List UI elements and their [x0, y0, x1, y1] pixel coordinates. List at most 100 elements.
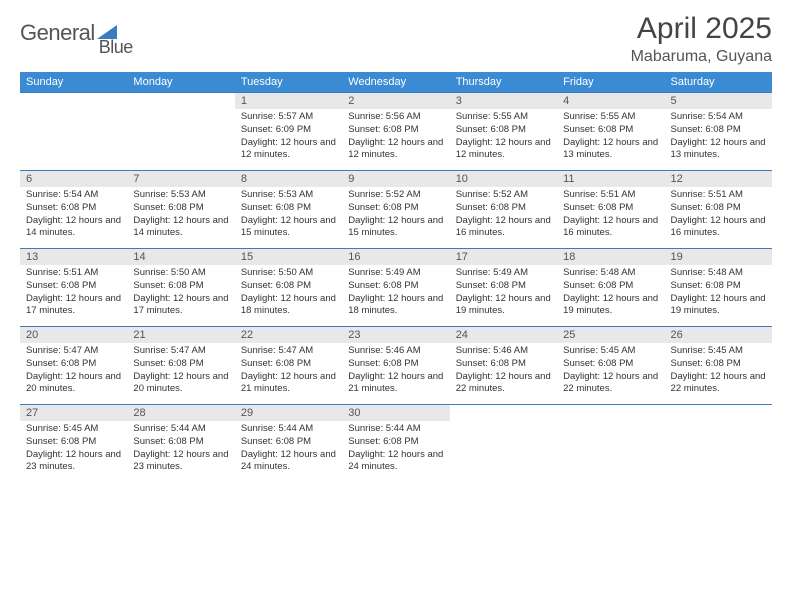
location-text: Mabaruma, Guyana	[631, 48, 772, 66]
calendar-cell: ..	[20, 93, 127, 171]
calendar-cell: 6Sunrise: 5:54 AMSunset: 6:08 PMDaylight…	[20, 171, 127, 249]
calendar-cell: ..	[665, 405, 772, 483]
day-number: 17	[450, 249, 557, 265]
day-number: 4	[557, 93, 664, 109]
day-number: 27	[20, 405, 127, 421]
calendar-cell: 10Sunrise: 5:52 AMSunset: 6:08 PMDayligh…	[450, 171, 557, 249]
title-block: April 2025 Mabaruma, Guyana	[631, 12, 772, 66]
calendar-cell: 9Sunrise: 5:52 AMSunset: 6:08 PMDaylight…	[342, 171, 449, 249]
calendar-cell: 28Sunrise: 5:44 AMSunset: 6:08 PMDayligh…	[127, 405, 234, 483]
calendar-cell: 24Sunrise: 5:46 AMSunset: 6:08 PMDayligh…	[450, 327, 557, 405]
day-number: 6	[20, 171, 127, 187]
day-data: Sunrise: 5:55 AMSunset: 6:08 PMDaylight:…	[450, 109, 557, 166]
day-number: 25	[557, 327, 664, 343]
day-data: Sunrise: 5:47 AMSunset: 6:08 PMDaylight:…	[20, 343, 127, 400]
day-data: Sunrise: 5:51 AMSunset: 6:08 PMDaylight:…	[665, 187, 772, 244]
calendar-cell: 29Sunrise: 5:44 AMSunset: 6:08 PMDayligh…	[235, 405, 342, 483]
day-data: Sunrise: 5:47 AMSunset: 6:08 PMDaylight:…	[127, 343, 234, 400]
calendar-cell: 13Sunrise: 5:51 AMSunset: 6:08 PMDayligh…	[20, 249, 127, 327]
day-number: 20	[20, 327, 127, 343]
day-number: 11	[557, 171, 664, 187]
day-number: 28	[127, 405, 234, 421]
day-data: Sunrise: 5:47 AMSunset: 6:08 PMDaylight:…	[235, 343, 342, 400]
calendar-cell: 20Sunrise: 5:47 AMSunset: 6:08 PMDayligh…	[20, 327, 127, 405]
calendar-cell: 30Sunrise: 5:44 AMSunset: 6:08 PMDayligh…	[342, 405, 449, 483]
day-data: Sunrise: 5:57 AMSunset: 6:09 PMDaylight:…	[235, 109, 342, 166]
calendar-row: 27Sunrise: 5:45 AMSunset: 6:08 PMDayligh…	[20, 405, 772, 483]
calendar-cell: 8Sunrise: 5:53 AMSunset: 6:08 PMDaylight…	[235, 171, 342, 249]
day-data: Sunrise: 5:52 AMSunset: 6:08 PMDaylight:…	[450, 187, 557, 244]
day-data: Sunrise: 5:45 AMSunset: 6:08 PMDaylight:…	[20, 421, 127, 478]
day-header: Wednesday	[342, 72, 449, 93]
day-data: Sunrise: 5:50 AMSunset: 6:08 PMDaylight:…	[235, 265, 342, 322]
day-number: 9	[342, 171, 449, 187]
calendar-cell: 17Sunrise: 5:49 AMSunset: 6:08 PMDayligh…	[450, 249, 557, 327]
calendar-cell: 12Sunrise: 5:51 AMSunset: 6:08 PMDayligh…	[665, 171, 772, 249]
calendar-cell: 27Sunrise: 5:45 AMSunset: 6:08 PMDayligh…	[20, 405, 127, 483]
brand-logo: General Blue	[20, 20, 133, 46]
page-title: April 2025	[631, 12, 772, 46]
calendar-cell: 3Sunrise: 5:55 AMSunset: 6:08 PMDaylight…	[450, 93, 557, 171]
day-header: Monday	[127, 72, 234, 93]
day-data: Sunrise: 5:44 AMSunset: 6:08 PMDaylight:…	[342, 421, 449, 478]
calendar-cell: 5Sunrise: 5:54 AMSunset: 6:08 PMDaylight…	[665, 93, 772, 171]
calendar-cell: 15Sunrise: 5:50 AMSunset: 6:08 PMDayligh…	[235, 249, 342, 327]
day-number: 23	[342, 327, 449, 343]
calendar-cell: ..	[557, 405, 664, 483]
calendar-cell: 16Sunrise: 5:49 AMSunset: 6:08 PMDayligh…	[342, 249, 449, 327]
calendar-cell: 4Sunrise: 5:55 AMSunset: 6:08 PMDaylight…	[557, 93, 664, 171]
day-data: Sunrise: 5:49 AMSunset: 6:08 PMDaylight:…	[342, 265, 449, 322]
day-number: 15	[235, 249, 342, 265]
day-number: 2	[342, 93, 449, 109]
day-number: 24	[450, 327, 557, 343]
day-number: 22	[235, 327, 342, 343]
day-data: Sunrise: 5:50 AMSunset: 6:08 PMDaylight:…	[127, 265, 234, 322]
day-header: Sunday	[20, 72, 127, 93]
calendar-row: ....1Sunrise: 5:57 AMSunset: 6:09 PMDayl…	[20, 93, 772, 171]
calendar-cell: 2Sunrise: 5:56 AMSunset: 6:08 PMDaylight…	[342, 93, 449, 171]
calendar-cell: 11Sunrise: 5:51 AMSunset: 6:08 PMDayligh…	[557, 171, 664, 249]
day-data: Sunrise: 5:52 AMSunset: 6:08 PMDaylight:…	[342, 187, 449, 244]
brand-text: General	[20, 20, 95, 46]
day-data: Sunrise: 5:45 AMSunset: 6:08 PMDaylight:…	[557, 343, 664, 400]
calendar-row: 13Sunrise: 5:51 AMSunset: 6:08 PMDayligh…	[20, 249, 772, 327]
day-number: 7	[127, 171, 234, 187]
calendar-head: SundayMondayTuesdayWednesdayThursdayFrid…	[20, 72, 772, 93]
day-data: Sunrise: 5:54 AMSunset: 6:08 PMDaylight:…	[665, 109, 772, 166]
calendar-row: 20Sunrise: 5:47 AMSunset: 6:08 PMDayligh…	[20, 327, 772, 405]
day-header: Thursday	[450, 72, 557, 93]
day-data: Sunrise: 5:44 AMSunset: 6:08 PMDaylight:…	[127, 421, 234, 478]
day-data: Sunrise: 5:44 AMSunset: 6:08 PMDaylight:…	[235, 421, 342, 478]
calendar-cell: 14Sunrise: 5:50 AMSunset: 6:08 PMDayligh…	[127, 249, 234, 327]
day-data: Sunrise: 5:53 AMSunset: 6:08 PMDaylight:…	[235, 187, 342, 244]
day-data: Sunrise: 5:46 AMSunset: 6:08 PMDaylight:…	[342, 343, 449, 400]
day-number: 10	[450, 171, 557, 187]
brand-part1: General	[20, 20, 95, 45]
brand-part2: Blue	[99, 37, 133, 58]
day-data: Sunrise: 5:48 AMSunset: 6:08 PMDaylight:…	[665, 265, 772, 322]
day-number: 26	[665, 327, 772, 343]
day-number: 29	[235, 405, 342, 421]
day-number: 18	[557, 249, 664, 265]
day-number: 30	[342, 405, 449, 421]
calendar-cell: 26Sunrise: 5:45 AMSunset: 6:08 PMDayligh…	[665, 327, 772, 405]
calendar-cell: 18Sunrise: 5:48 AMSunset: 6:08 PMDayligh…	[557, 249, 664, 327]
day-data: Sunrise: 5:55 AMSunset: 6:08 PMDaylight:…	[557, 109, 664, 166]
day-number: 21	[127, 327, 234, 343]
calendar-cell: 25Sunrise: 5:45 AMSunset: 6:08 PMDayligh…	[557, 327, 664, 405]
day-data: Sunrise: 5:51 AMSunset: 6:08 PMDaylight:…	[20, 265, 127, 322]
day-data: Sunrise: 5:56 AMSunset: 6:08 PMDaylight:…	[342, 109, 449, 166]
calendar-cell: ..	[450, 405, 557, 483]
calendar-cell: 22Sunrise: 5:47 AMSunset: 6:08 PMDayligh…	[235, 327, 342, 405]
calendar-cell: 23Sunrise: 5:46 AMSunset: 6:08 PMDayligh…	[342, 327, 449, 405]
calendar-table: SundayMondayTuesdayWednesdayThursdayFrid…	[20, 72, 772, 483]
day-number: 12	[665, 171, 772, 187]
day-data: Sunrise: 5:48 AMSunset: 6:08 PMDaylight:…	[557, 265, 664, 322]
day-data: Sunrise: 5:49 AMSunset: 6:08 PMDaylight:…	[450, 265, 557, 322]
day-header: Tuesday	[235, 72, 342, 93]
page-header: General Blue April 2025 Mabaruma, Guyana	[20, 12, 772, 66]
day-number: 16	[342, 249, 449, 265]
day-number: 13	[20, 249, 127, 265]
day-data: Sunrise: 5:45 AMSunset: 6:08 PMDaylight:…	[665, 343, 772, 400]
day-number: 14	[127, 249, 234, 265]
